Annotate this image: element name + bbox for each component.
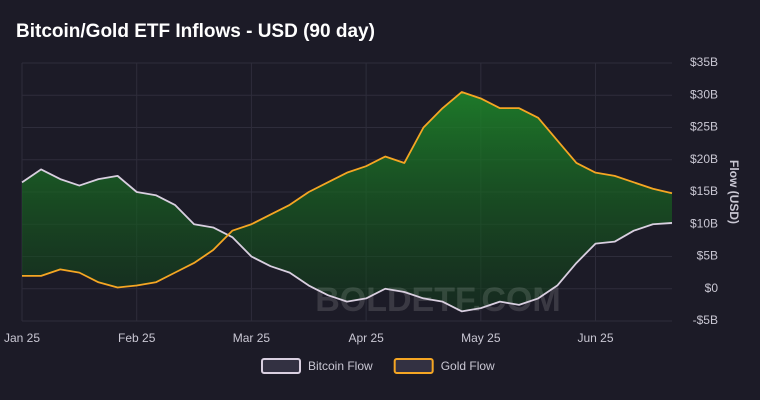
x-tick-label: Feb 25 xyxy=(118,331,156,345)
y-tick-label: $10B xyxy=(690,216,718,230)
y-tick-label: $25B xyxy=(690,120,718,134)
legend-swatch xyxy=(261,358,301,374)
chart-title: Bitcoin/Gold ETF Inflows - USD (90 day) xyxy=(16,21,375,42)
series-line xyxy=(21,168,673,313)
x-tick-label: May 25 xyxy=(461,331,501,345)
y-tick-label: $20B xyxy=(690,152,718,166)
x-tick-label: Mar 25 xyxy=(233,331,271,345)
x-tick-label: Jun 25 xyxy=(578,331,614,345)
legend-label: Bitcoin Flow xyxy=(308,359,373,373)
y-tick-label: $30B xyxy=(690,87,718,101)
legend-label: Gold Flow xyxy=(441,359,495,373)
x-tick-label: Apr 25 xyxy=(348,331,384,345)
area-between xyxy=(22,92,672,312)
y-tick-label: -$5B xyxy=(693,313,718,327)
y-tick-label: $5B xyxy=(697,249,718,263)
y-tick-label: $0 xyxy=(705,281,719,295)
y-tick-label: $35B xyxy=(690,55,718,69)
x-tick-label: Jan 25 xyxy=(4,331,40,345)
series-line xyxy=(22,91,673,289)
y-axis-label: Flow (USD) xyxy=(727,160,741,224)
legend-swatch xyxy=(393,358,434,374)
y-tick-label: $15B xyxy=(690,184,718,198)
